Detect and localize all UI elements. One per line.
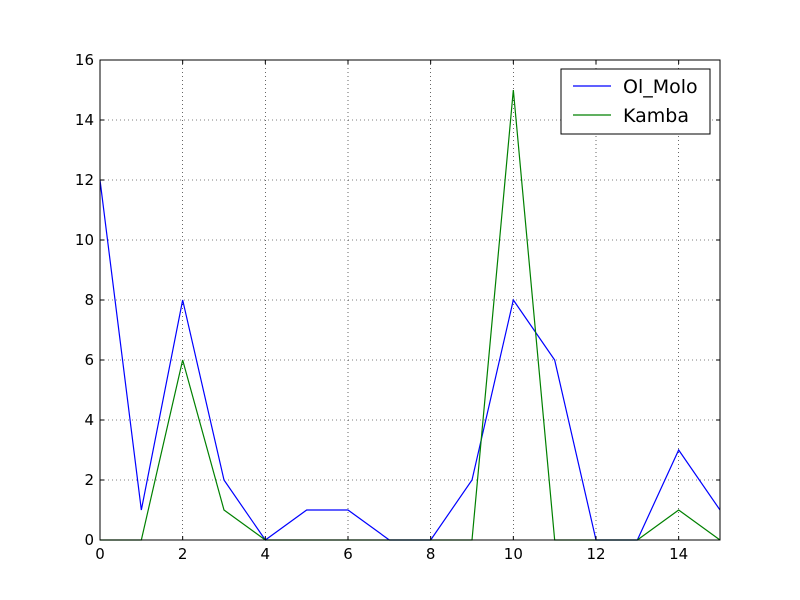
x-tick-label: 12: [586, 545, 605, 563]
y-tick-label: 0: [84, 531, 94, 549]
y-tick-label: 6: [84, 351, 94, 369]
legend-label-kamba: Kamba: [623, 105, 689, 127]
x-tick-label: 0: [95, 545, 105, 563]
y-tick-label: 10: [75, 231, 94, 249]
x-tick-label: 4: [261, 545, 271, 563]
y-tick-label: 2: [84, 471, 94, 489]
x-tick-label: 10: [504, 545, 523, 563]
series-line-kamba: [100, 89, 721, 541]
ticks: 0 2 4 6 8 10 12 14 0 2 4 6 8 10 12 14 16: [75, 51, 720, 563]
legend-box: [560, 68, 711, 135]
x-tick-label: 8: [426, 545, 436, 563]
y-tick-label: 16: [75, 51, 94, 69]
y-tick-label: 12: [75, 171, 94, 189]
x-tick-label: 14: [669, 545, 688, 563]
series-lines: [99, 89, 721, 541]
y-tick-label: 4: [84, 411, 94, 429]
legend-label-ol-molo: Ol_Molo: [623, 76, 698, 98]
legend: Ol_Molo Kamba: [560, 68, 711, 135]
y-tick-label: 14: [75, 111, 94, 129]
x-tick-label: 6: [343, 545, 353, 563]
x-tick-label: 2: [178, 545, 188, 563]
y-tick-label: 8: [84, 291, 94, 309]
